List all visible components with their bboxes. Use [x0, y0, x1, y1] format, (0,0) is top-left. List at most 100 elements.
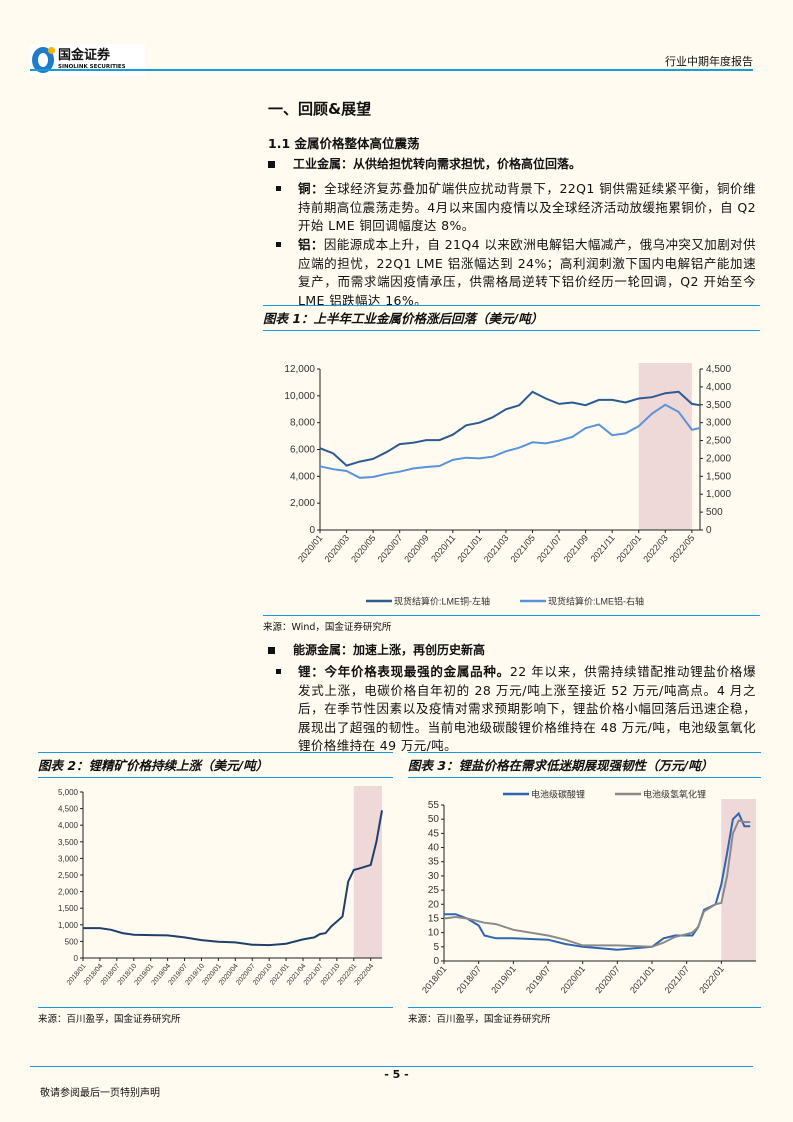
company-logo: 国金证券 SINOLINK SECURITIES — [30, 44, 145, 76]
disclaimer: 敬请参阅最后一页特别声明 — [40, 1088, 160, 1099]
x-tick-label: 2020/01 — [296, 533, 325, 564]
x-tick-label: 2020/03 — [323, 533, 352, 564]
y-tick-label: 50 — [428, 814, 440, 825]
x-tick-label: 2021/11 — [589, 533, 617, 564]
y-tick-label-right: 2,500 — [706, 436, 731, 447]
x-tick-label: 2020/05 — [349, 533, 378, 564]
y-tick-label: 5 — [433, 942, 439, 953]
report-type: 行业中期年度报告 — [665, 55, 753, 68]
figure-source: 来源：Wind，国金证券研究所 — [263, 615, 760, 633]
y-tick-label: 15 — [428, 913, 440, 924]
y-tick-label: 10 — [428, 928, 440, 939]
x-tick-label: 2018/01 — [420, 964, 449, 995]
figure-source: 来源：百川盈孚，国金证券研究所 — [408, 1007, 761, 1025]
x-tick-label: 2021/01 — [455, 533, 484, 564]
y-tick-label: 0 — [309, 525, 315, 536]
header-divider — [30, 69, 753, 71]
bullet-icon — [268, 161, 275, 168]
copper-paragraph: 铜：全球经济复苏叠加矿端供应扰动背景下，22Q1 铜供需延续紧平衡，铜价维持前期… — [276, 180, 756, 236]
y-tick-label-right: 0 — [706, 525, 712, 536]
y-tick-label: 4,500 — [58, 805, 79, 814]
x-tick-label: 2022/03 — [641, 533, 670, 564]
y-tick-label: 1,000 — [58, 921, 79, 930]
y-tick-label: 30 — [428, 871, 440, 882]
y-tick-label: 2,000 — [58, 888, 79, 897]
subsection-title: 1.1 金属价格整体高位震荡 — [268, 136, 420, 151]
series-line-1 — [444, 811, 751, 951]
x-tick-label: 2019/07 — [524, 964, 553, 995]
y-tick-label: 1,500 — [58, 904, 79, 913]
y-tick-label: 2,500 — [58, 871, 79, 880]
series-line-1 — [83, 810, 383, 947]
y-tick-label: 3,500 — [58, 838, 79, 847]
figure-title: 图表 2：锂精矿价格持续上涨（美元/吨） — [38, 752, 393, 778]
y-tick-label: 500 — [65, 937, 79, 946]
y-tick-label: 45 — [428, 828, 440, 839]
x-tick-label: 2021/07 — [663, 964, 692, 995]
legend-label: 现货结算价:LME铜-左轴 — [394, 596, 490, 607]
y-tick-label: 5,000 — [58, 788, 79, 797]
y-tick-label: 12,000 — [284, 364, 315, 375]
x-tick-label: 2018/07 — [455, 964, 484, 995]
y-tick-label: 20 — [428, 899, 440, 910]
x-tick-label: 2022/01 — [615, 533, 644, 564]
figure-title: 图表 1：上半年工业金属价格涨后回落（美元/吨） — [263, 305, 760, 331]
figure-2: 图表 2：锂精矿价格持续上涨（美元/吨） 0 500 1,000 1,500 2,000… — [38, 752, 393, 1025]
y-tick-label: 8,000 — [290, 418, 315, 429]
industrial-heading: 工业金属：从供给担忧转向需求担忧，价格高位回落。 — [268, 155, 581, 172]
x-tick-label: 2020/09 — [402, 533, 431, 564]
y-tick-label: 55 — [428, 800, 440, 811]
chart-lme-copper-aluminum: 0 2,000 4,000 6,000 8,000 10,000 12,000 0 500 1,0… — [284, 363, 731, 607]
y-tick-label: 0 — [74, 954, 79, 963]
legend-label: 现货结算价:LME铝-右轴 — [548, 596, 644, 607]
shaded-period — [638, 363, 692, 530]
y-tick-label-right: 500 — [706, 507, 723, 518]
bullet-icon — [268, 647, 275, 654]
lithium-paragraph: 锂：今年价格表现最强的金属品种。22 年以来，供需持续错配推动锂盐价格爆发式上涨… — [276, 663, 756, 756]
y-tick-label: 0 — [433, 956, 439, 967]
y-tick-label: 6,000 — [290, 445, 315, 456]
x-tick-label: 2021/03 — [482, 533, 511, 564]
x-tick-label: 2022/05 — [668, 533, 697, 564]
x-tick-label: 2021/07 — [535, 533, 564, 564]
y-tick-label: 35 — [428, 857, 440, 868]
x-tick-label: 2020/01 — [559, 964, 588, 995]
x-tick-label: 2021/05 — [508, 533, 537, 564]
y-tick-label-right: 3,500 — [706, 400, 731, 411]
y-tick-label-right: 1,000 — [706, 489, 731, 500]
page-number: - 5 - — [384, 1068, 409, 1081]
y-tick-label: 2,000 — [290, 498, 315, 509]
y-tick-label: 10,000 — [284, 391, 315, 402]
y-tick-label-right: 2,000 — [706, 453, 731, 464]
y-tick-label-right: 1,500 — [706, 471, 731, 482]
x-tick-label: 2020/07 — [376, 533, 405, 564]
shaded-period — [353, 786, 382, 958]
y-tick-label: 4,000 — [290, 471, 315, 482]
figure-source: 来源：百川盈孚，国金证券研究所 — [38, 1007, 393, 1025]
legend-label: 电池级碳酸锂 — [531, 789, 585, 800]
x-tick-label: 2020/07 — [593, 964, 622, 995]
footer-divider — [30, 1066, 753, 1067]
x-tick-label: 2022/01 — [697, 964, 726, 995]
y-tick-label: 3,000 — [58, 854, 79, 863]
energy-heading: 能源金属：加速上涨，再创历史新高 — [268, 641, 485, 658]
chart-lithium-concentrate: 0 500 1,000 1,500 2,000 2,500 3,000 3,500 4,000 4… — [58, 786, 383, 987]
y-tick-label: 25 — [428, 885, 440, 896]
y-tick-label-right: 3,000 — [706, 418, 731, 429]
y-tick-label: 40 — [428, 843, 440, 854]
figure-1: 图表 1：上半年工业金属价格涨后回落（美元/吨） 0 2,000 4,000 6,00… — [263, 305, 760, 633]
x-tick-label: 2020/11 — [429, 533, 457, 564]
bullet-icon — [276, 242, 281, 247]
bullet-icon — [276, 669, 281, 674]
figure-3: 图表 3：锂盐价格在需求低迷期展现强韧性（万元/吨） 0 5 10 15 20 25 30 3… — [408, 752, 761, 1025]
series-line-2 — [443, 819, 751, 948]
y-tick-label: 4,000 — [58, 821, 79, 830]
y-tick-label-right: 4,000 — [706, 382, 731, 393]
x-tick-label: 2021/09 — [562, 533, 591, 564]
figure-title: 图表 3：锂盐价格在需求低迷期展现强韧性（万元/吨） — [408, 752, 761, 778]
y-tick-label-right: 4,500 — [706, 364, 731, 375]
aluminum-paragraph: 铝：因能源成本上升，自 21Q4 以来欧洲电解铝大幅减产，俄乌冲突又加剧对供应端… — [276, 236, 756, 310]
chart-lithium-salts: 0 5 10 15 20 25 30 35 40 45 50 55 2018/01 2018/07 2019… — [420, 789, 756, 995]
series-line-1 — [319, 390, 701, 467]
legend-label: 电池级氢氧化锂 — [643, 789, 706, 800]
